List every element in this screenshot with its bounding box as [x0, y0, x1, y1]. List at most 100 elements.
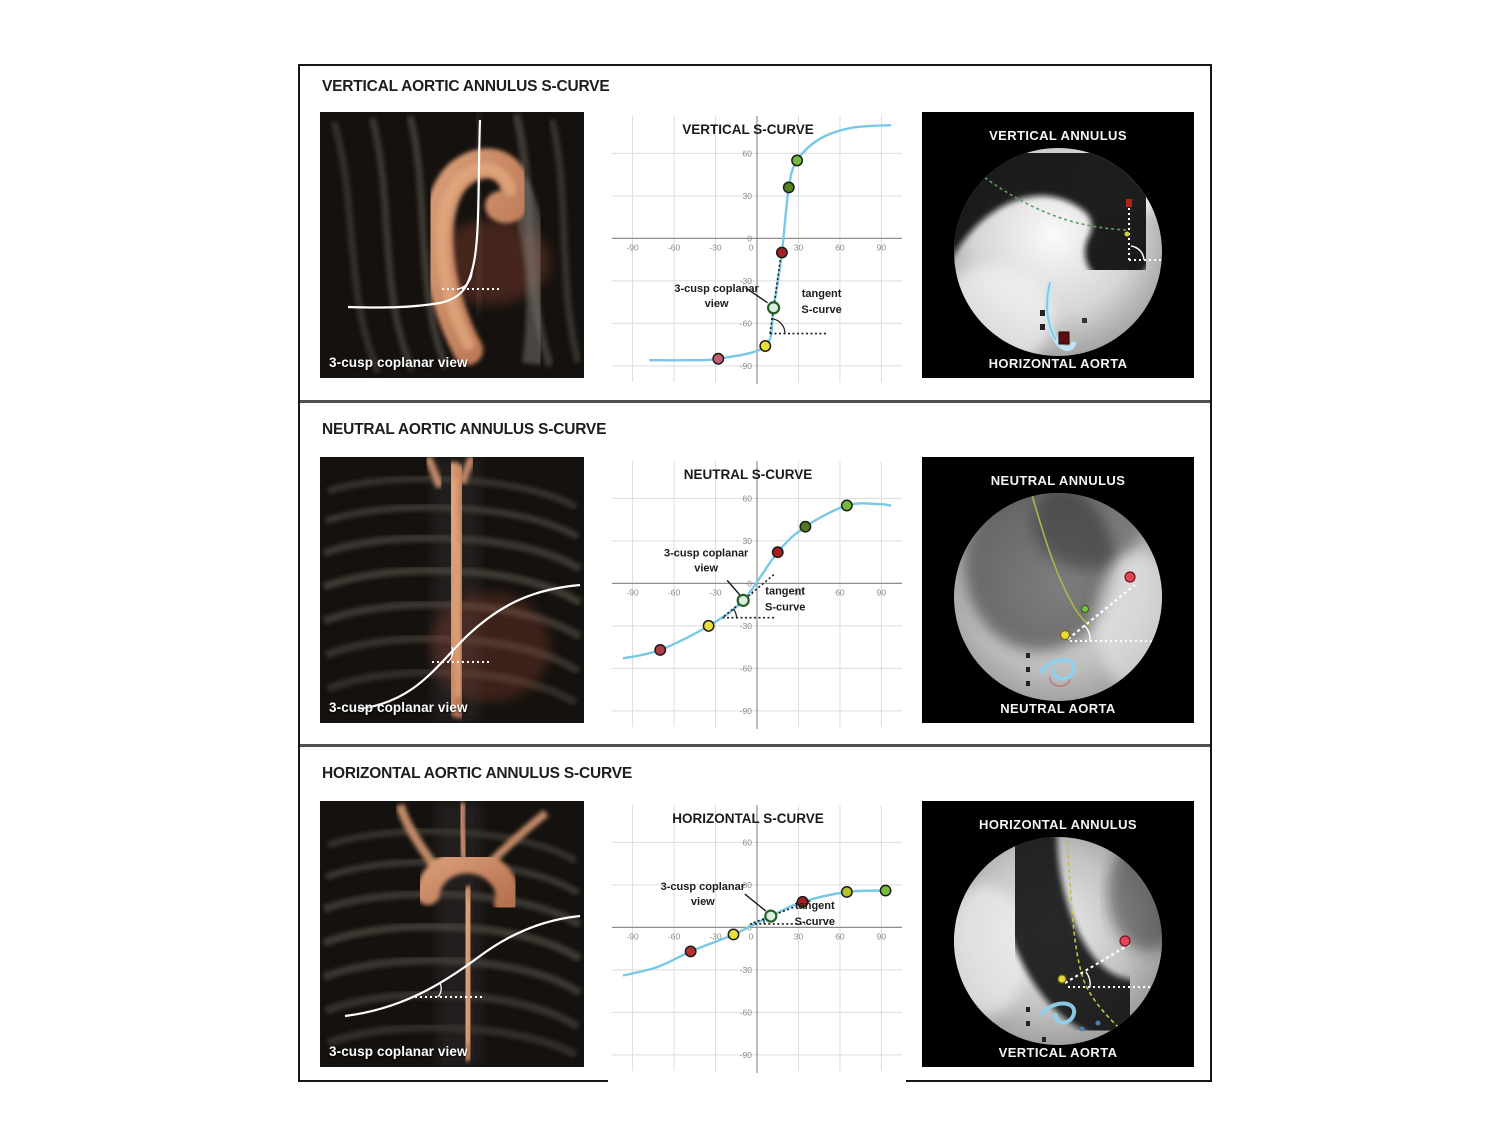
figure-frame: VERTICAL AORTIC ANNULUS S-CURVE: [298, 64, 1212, 1083]
tangent-label-line2: S-curve: [801, 304, 841, 316]
sigmoid-curve: [622, 889, 886, 977]
s-curve-overlay: [357, 583, 581, 711]
data-point: [796, 895, 809, 908]
y-tick-label: -90: [740, 1050, 753, 1060]
ct-image-horizontal: [320, 801, 584, 1067]
data-point: [684, 945, 697, 958]
row-vertical: VERTICAL AORTIC ANNULUS S-CURVE: [300, 66, 1210, 400]
x-tick-label: 90: [877, 242, 887, 252]
y-tick-label: -90: [740, 706, 753, 716]
ct-image-vertical: [320, 112, 584, 378]
aortic-arch-shadow: [954, 148, 1158, 293]
cusp-label-line2: view: [694, 562, 718, 574]
fluoro-bottom-label: HORIZONTAL AORTA: [989, 356, 1128, 371]
tangent-label-line1: tangent: [802, 288, 842, 300]
row-title-vertical: VERTICAL AORTIC ANNULUS S-CURVE: [322, 78, 610, 95]
data-point: [702, 619, 715, 632]
fluoro-top-label: NEUTRAL ANNULUS: [991, 473, 1126, 488]
angle-arc: [771, 318, 786, 334]
x-tick-label: -90: [626, 242, 639, 252]
ct-caption: 3-cusp coplanar view: [329, 700, 468, 715]
aorta-candy-cane: [423, 148, 532, 365]
y-tick-label: -60: [740, 1007, 753, 1017]
data-point: [782, 181, 795, 194]
cusp-leader-line: [726, 579, 741, 596]
y-tick-label: 60: [743, 493, 753, 503]
x-tick-label: 60: [835, 242, 845, 252]
cusp-label-line1: 3-cusp coplanar: [661, 881, 746, 893]
soft-tissue: [1095, 552, 1162, 692]
centerline-yellow: [1031, 494, 1093, 628]
s-curve-chart-horizontal: -90 -60 -30 0 30 60 9060300-30-60-90HORIZONTAL…: [612, 805, 902, 1073]
x-tick-label: -90: [626, 587, 639, 597]
fluoro-panel-horizontal: HORIZONTAL ANNULUS VERTICAL AORTA: [922, 801, 1194, 1067]
ct-image-neutral: [320, 457, 584, 723]
s-curve-overlay: [347, 119, 502, 309]
aorta-neutral: [424, 457, 476, 718]
tangent-label-line1: tangent: [765, 585, 805, 597]
tangent-label-line1: tangent: [795, 900, 835, 912]
x-tick-label: -60: [668, 931, 681, 941]
data-point: [775, 246, 788, 259]
x-tick-label: -30: [709, 931, 722, 941]
cusp-point: [764, 909, 778, 923]
data-point: [759, 340, 772, 352]
y-tick-label: -30: [740, 276, 753, 286]
ct-caption: 3-cusp coplanar view: [329, 355, 468, 370]
cusp-label-line1: 3-cusp coplanar: [664, 547, 749, 559]
chart-panel-vertical: -90 -60 -30 0 30 60 90 60 30 0 -30 -60 -90 VERTICAL S…: [608, 112, 906, 394]
fluoro-bottom-label: VERTICAL AORTA: [999, 1045, 1118, 1060]
ct-panel-horizontal: 3-cusp coplanar view: [320, 801, 584, 1067]
s-curve-overlay: [344, 914, 581, 1018]
row-neutral: NEUTRAL AORTIC ANNULUS S-CURVE: [300, 400, 1210, 744]
ct-caption: 3-cusp coplanar view: [329, 1044, 468, 1059]
tangent-label-line2: S-curve: [765, 601, 805, 613]
cusp-point: [736, 593, 750, 607]
y-tick-label: -60: [740, 318, 753, 328]
fluoro-panel-neutral: NEUTRAL ANNULUS NEUTRAL AORTA: [922, 457, 1194, 723]
fluoro-panel-vertical: VERTICAL ANNULUS HORIZONTAL AORTA: [922, 112, 1194, 378]
tangent-label-line2: S-curve: [795, 916, 835, 928]
aorta-shadow: [992, 837, 1152, 1042]
cusp-label-line2: view: [691, 896, 715, 908]
data-point: [654, 643, 667, 656]
cusp-point: [766, 301, 781, 315]
fluoro-bottom-label: NEUTRAL AORTA: [1000, 701, 1116, 716]
y-tick-label: 0: [747, 578, 752, 588]
aorta-horizontal-arch: [395, 802, 549, 1061]
x-tick-label: -30: [709, 242, 722, 252]
catheter: [1026, 1001, 1101, 1042]
chart-title: VERTICAL S-CURVE: [682, 122, 814, 137]
angle-arc: [762, 918, 765, 924]
y-tick-label: 30: [743, 880, 753, 890]
cusp-leader-line: [745, 287, 768, 304]
y-tick-label: 60: [743, 837, 753, 847]
x-tick-label: 60: [835, 587, 845, 597]
ct-panel-vertical: 3-cusp coplanar view: [320, 112, 584, 378]
angle-marker: [1057, 935, 1162, 988]
fluoro-image-vertical: VERTICAL ANNULUS HORIZONTAL AORTA: [922, 112, 1194, 378]
cusp-leader-line: [744, 893, 767, 912]
row-horizontal: HORIZONTAL AORTIC ANNULUS S-CURVE: [300, 744, 1210, 1083]
fluoro-image-horizontal: HORIZONTAL ANNULUS VERTICAL AORTA: [922, 801, 1194, 1067]
x-tick-label: -60: [668, 587, 681, 597]
sigmoid-curve: [649, 123, 892, 362]
chart-title: NEUTRAL S-CURVE: [684, 467, 813, 482]
y-tick-label: 60: [743, 148, 753, 158]
data-point: [799, 520, 812, 533]
catheter: [1040, 281, 1087, 351]
angle-marker: [1124, 199, 1162, 261]
y-tick-label: -90: [740, 361, 753, 371]
x-tick-label: -90: [626, 931, 639, 941]
data-point: [840, 499, 853, 512]
y-tick-label: 30: [743, 536, 753, 546]
row-title-horizontal: HORIZONTAL AORTIC ANNULUS S-CURVE: [322, 765, 632, 782]
y-tick-label: -30: [740, 965, 753, 975]
chart-title: HORIZONTAL S-CURVE: [672, 811, 824, 826]
fluoro-image-neutral: NEUTRAL ANNULUS NEUTRAL AORTA: [922, 457, 1194, 723]
centerline-yellow-dashed: [1063, 837, 1123, 1032]
angle-arc: [732, 608, 738, 618]
x-tick-label: 0: [749, 242, 754, 252]
data-point: [791, 154, 804, 167]
